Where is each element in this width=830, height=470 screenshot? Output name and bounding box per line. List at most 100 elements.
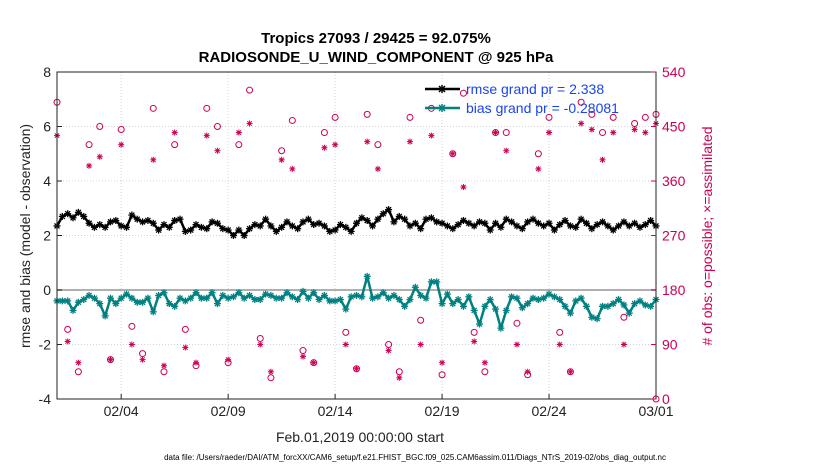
y2-axis-label: # of obs: o=possible; ×=assimilated (699, 126, 715, 345)
obs-possible-point (149, 104, 157, 112)
rmse-point (438, 219, 446, 227)
rmse-point (101, 223, 109, 231)
bias-point (256, 296, 264, 304)
rmse-point (459, 217, 467, 225)
rmse-point (641, 221, 649, 229)
rmse-point (90, 223, 98, 231)
obs-possible-point (342, 328, 350, 336)
bias-point (106, 294, 114, 302)
y-tick-label: -4 (39, 391, 52, 407)
obs-assimilated-point (267, 368, 274, 375)
obs-possible-point (631, 119, 639, 127)
bias-point (636, 297, 644, 305)
x-tick-label: 02/19 (425, 403, 460, 419)
obs-assimilated-point (556, 341, 563, 348)
bias-point (588, 313, 596, 321)
bias-point (139, 298, 147, 306)
obs-possible-point (213, 123, 221, 130)
bias-point (160, 289, 168, 297)
rmse-point (593, 221, 601, 229)
rmse-point (636, 223, 644, 231)
obs-assimilated-point (182, 344, 189, 351)
bias-point (288, 293, 296, 301)
rmse-point (176, 215, 184, 223)
rmse-point (69, 214, 77, 222)
rmse-point (240, 232, 248, 239)
bias-point (192, 289, 200, 297)
bias-point (363, 272, 371, 280)
rmse-point (272, 227, 280, 235)
y2-tick-label: 270 (662, 228, 686, 244)
obs-assimilated-point (417, 341, 424, 348)
bias-point (513, 294, 521, 302)
obs-assimilated-point (86, 162, 93, 169)
rmse-point (133, 215, 141, 223)
obs-assimilated-point (610, 129, 617, 136)
obs-assimilated-point (160, 362, 167, 369)
rmse-point (582, 219, 590, 227)
bias-point (476, 320, 484, 328)
rmse-point (235, 226, 243, 234)
bias-point (304, 294, 312, 302)
bias-point (406, 296, 414, 304)
obs-assimilated-point (631, 126, 638, 133)
legend-rmse-label: rmse grand pr = 2.338 (466, 81, 604, 97)
rmse-point (401, 215, 409, 223)
obs-possible-point (128, 322, 136, 330)
rmse-point (561, 217, 569, 225)
bias-point (358, 293, 366, 301)
obs-assimilated-point (374, 165, 381, 172)
obs-possible-point (64, 325, 72, 333)
obs-assimilated-point (96, 153, 103, 160)
bias-point (342, 305, 350, 313)
obs-assimilated-point (439, 359, 446, 366)
bias-point (235, 289, 243, 297)
bias-point (534, 296, 542, 304)
bias-point (443, 290, 451, 298)
obs-assimilated-point (471, 338, 478, 345)
bias-point (96, 300, 104, 308)
rmse-point (64, 210, 72, 218)
rmse-point (540, 222, 548, 230)
y2-tick-label: 360 (662, 173, 686, 189)
bias-point (497, 324, 505, 332)
y2-tick-label: 450 (662, 119, 686, 135)
obs-possible-point (545, 113, 553, 121)
obs-assimilated-point (225, 356, 232, 363)
bias-series (53, 272, 660, 332)
obs-possible-point (320, 129, 328, 137)
rmse-point (508, 218, 516, 226)
rmse-point (379, 210, 387, 218)
rmse-point (262, 215, 270, 223)
bias-point (101, 312, 109, 320)
rmse-point (267, 222, 275, 230)
bias-point (128, 294, 136, 302)
y-tick-label: 6 (43, 119, 51, 135)
obs-possible-point (299, 347, 307, 355)
obs-assimilated-point (364, 138, 371, 145)
obs-assimilated-point (64, 338, 71, 345)
obs-assimilated-point (75, 359, 82, 366)
rmse-point (326, 227, 334, 235)
bias-point (112, 300, 120, 308)
bias-point (647, 302, 655, 310)
bias-point (144, 294, 152, 302)
rmse-point (331, 226, 339, 234)
legend-bias-label: bias grand pr = -0.28081 (466, 100, 619, 116)
rmse-point (427, 214, 435, 222)
bias-point (572, 297, 580, 305)
obs-possible-point (235, 141, 243, 149)
rmse-point (385, 206, 393, 214)
rmse-point (315, 219, 323, 227)
y-tick-label: 2 (43, 228, 51, 244)
bias-point (283, 289, 291, 297)
obs-possible-point (171, 141, 179, 149)
bias-point (331, 297, 339, 305)
obs-assimilated-point (385, 347, 392, 354)
bias-point (518, 304, 526, 312)
rmse-point (310, 221, 318, 229)
bias-point (492, 305, 500, 313)
rmse-point (197, 223, 205, 231)
rmse-point (117, 222, 125, 230)
rmse-point (625, 222, 633, 230)
